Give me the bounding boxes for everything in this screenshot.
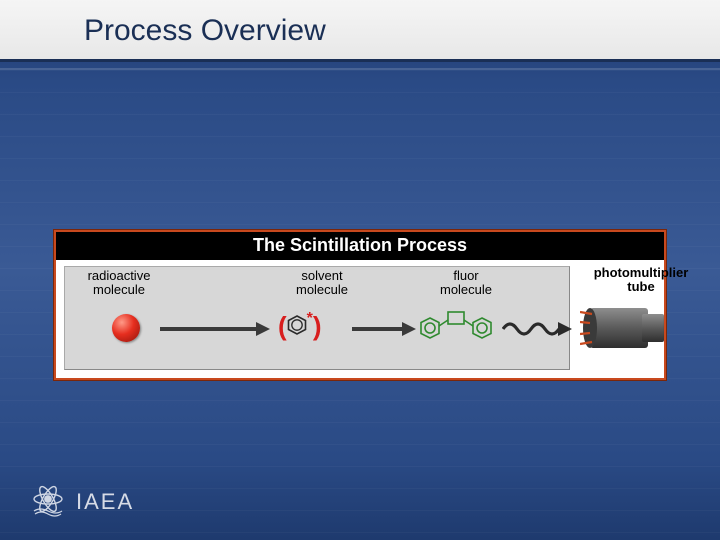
radioactive-sphere-icon xyxy=(112,314,140,342)
footer: IAEA xyxy=(30,481,134,522)
pmt-icon xyxy=(580,302,664,354)
diagram-titlebar: The Scintillation Process xyxy=(56,232,664,260)
slide-title: Process Overview xyxy=(84,14,720,48)
arrow-2-icon xyxy=(352,322,416,336)
label-pmt: photomultiplier tube xyxy=(586,266,696,295)
label-solvent: solvent molecule xyxy=(282,269,362,298)
arrow-1-icon xyxy=(160,322,270,336)
wavy-arrow-icon xyxy=(502,318,572,340)
title-band: Process Overview xyxy=(0,0,720,62)
content-area: The Scintillation Process radioactive mo… xyxy=(0,70,720,540)
slide: Process Overview The Scintillation Proce… xyxy=(0,0,720,540)
label-radioactive: radioactive molecule xyxy=(74,269,164,298)
iaea-logo-icon xyxy=(30,481,66,522)
footer-org: IAEA xyxy=(76,489,134,515)
label-fluor: fluor molecule xyxy=(428,269,504,298)
solvent-molecule-icon: ( *) xyxy=(278,310,322,342)
diagram-body: radioactive molecule solvent molecule fl… xyxy=(56,260,664,378)
diagram-frame: The Scintillation Process radioactive mo… xyxy=(53,229,667,381)
fluor-molecule-icon xyxy=(418,310,496,344)
